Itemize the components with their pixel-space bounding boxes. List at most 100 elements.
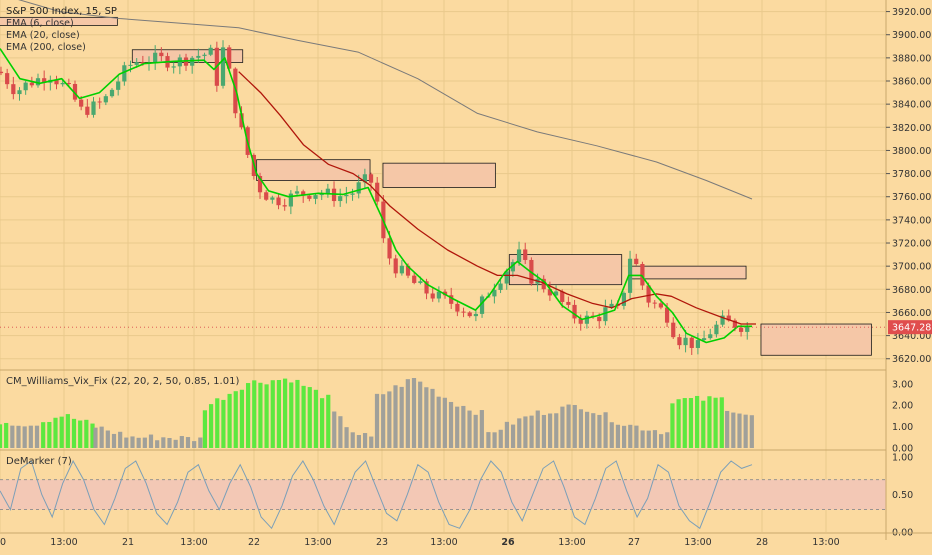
candle-body — [603, 307, 608, 322]
vix-bar — [295, 379, 300, 448]
time-tick-label: 13:00 — [558, 537, 585, 548]
candle-body — [368, 174, 374, 183]
vix-bar — [535, 410, 540, 448]
candle — [282, 198, 287, 211]
candle-body — [584, 315, 589, 324]
candle-body — [412, 275, 417, 283]
candle — [430, 287, 435, 302]
candle — [578, 314, 583, 331]
vix-bar — [179, 436, 184, 448]
vix-bar — [749, 415, 754, 448]
demarker-label[interactable]: DeMarker (7) — [6, 456, 72, 467]
candle-body — [270, 197, 275, 200]
candle-body — [572, 304, 577, 319]
vix-bar — [71, 418, 77, 448]
vix-bar — [707, 396, 712, 448]
candle-body — [79, 99, 84, 107]
candle — [270, 195, 275, 204]
time-tick-label: 27 — [628, 537, 640, 548]
demarker-tick-label: 0.50 — [892, 490, 913, 501]
vix-bar — [344, 427, 349, 448]
vix-bar — [350, 432, 355, 448]
vix-bar — [430, 388, 435, 448]
ema20-label[interactable]: EMA (20, close) — [6, 30, 80, 41]
vix-bar — [609, 422, 614, 448]
vix-bar — [467, 410, 472, 448]
demarker-path — [0, 459, 753, 530]
ema6-label[interactable]: EMA (6, close) — [6, 18, 74, 29]
candle-body — [313, 195, 318, 199]
candle — [701, 330, 707, 342]
vix-tick-label: 2.00 — [892, 401, 913, 412]
price-tick-label: 3680.00 — [892, 285, 931, 296]
time-scale[interactable]: 20 13:00 21 13:00 22 13:00 23 13:00 26 13:00 27 13:… — [0, 532, 932, 548]
candle — [116, 75, 121, 96]
candle — [128, 60, 133, 73]
candle-body — [282, 205, 287, 207]
candle-body — [523, 249, 528, 260]
candle-body — [338, 196, 343, 202]
candle — [572, 299, 577, 324]
price-tick-label: 3640.00 — [892, 331, 931, 342]
candle — [325, 183, 330, 198]
candle — [412, 272, 417, 285]
ema200-path — [18, 0, 753, 200]
vix-bar — [381, 394, 386, 448]
candle — [288, 190, 293, 215]
candle-body — [85, 106, 90, 115]
supply-demand-zones — [0, 16, 872, 356]
candle — [85, 99, 90, 118]
vix-bar — [731, 412, 736, 448]
ema20-path — [238, 71, 756, 325]
candle-body — [344, 194, 349, 197]
candle-body — [60, 82, 65, 85]
candle — [103, 94, 108, 106]
candle-body — [153, 52, 158, 63]
last-price-line: 3647.28 — [0, 320, 932, 335]
candle — [634, 253, 639, 266]
candle-body — [560, 291, 565, 302]
candle — [368, 172, 374, 191]
candle — [671, 317, 676, 340]
vix-bar — [105, 430, 110, 448]
candle-body — [220, 47, 226, 86]
time-tick-label: 13:00 — [430, 537, 457, 548]
vix-bar — [725, 410, 730, 448]
candle — [153, 45, 158, 70]
candle — [72, 80, 78, 102]
candle — [504, 268, 509, 290]
ema6-path — [0, 48, 752, 344]
vix-bar — [215, 398, 220, 448]
candle-body — [17, 90, 22, 95]
candle — [461, 307, 466, 318]
candle-body — [66, 82, 71, 84]
candle — [566, 296, 571, 309]
vix-bar — [53, 417, 58, 448]
zone-6 — [760, 323, 872, 356]
vix-bar — [332, 411, 337, 448]
candle — [319, 189, 324, 201]
candle — [652, 299, 657, 309]
candle — [356, 174, 361, 199]
demarker-band — [0, 479, 886, 510]
candle-body — [116, 81, 121, 90]
candle-body — [307, 195, 312, 199]
vix-bar — [640, 430, 645, 448]
candle-body — [54, 79, 59, 85]
candle — [424, 278, 429, 300]
candle-body — [227, 47, 232, 69]
vix-bar — [665, 432, 670, 448]
candle — [11, 76, 16, 100]
price-tick-label: 3700.00 — [892, 262, 931, 273]
candle-body — [683, 337, 688, 346]
vix-bar — [0, 424, 3, 448]
candle-body — [177, 57, 182, 67]
vix-bar — [659, 434, 664, 448]
vix-fix-label[interactable]: CM_Williams_Vix_Fix (22, 20, 2, 50, 0.85… — [6, 376, 239, 387]
ema200-label[interactable]: EMA (200, close) — [6, 42, 86, 53]
vix-bar — [461, 405, 466, 448]
candle-body — [97, 101, 102, 103]
